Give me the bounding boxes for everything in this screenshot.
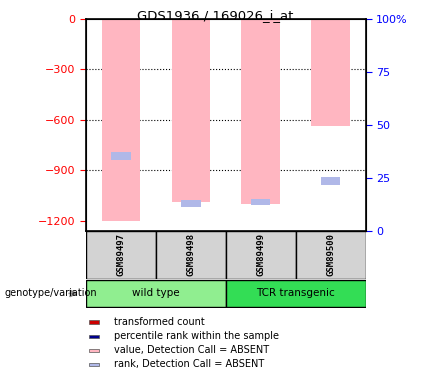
Text: GSM89497: GSM89497: [117, 234, 126, 276]
Bar: [226, 231, 296, 279]
Text: GDS1936 / 169026_i_at: GDS1936 / 169026_i_at: [137, 9, 293, 22]
Text: GSM89500: GSM89500: [326, 234, 335, 276]
Text: value, Detection Call = ABSENT: value, Detection Call = ABSENT: [114, 345, 269, 355]
Bar: [172, 19, 210, 202]
Bar: [321, 177, 341, 185]
Bar: [111, 152, 131, 160]
Bar: [242, 19, 280, 204]
Text: GSM89498: GSM89498: [186, 234, 195, 276]
Bar: [181, 200, 201, 207]
Text: wild type: wild type: [132, 288, 180, 298]
Bar: [311, 19, 350, 126]
Text: percentile rank within the sample: percentile rank within the sample: [114, 331, 279, 341]
Text: GSM89499: GSM89499: [256, 234, 265, 276]
Text: transformed count: transformed count: [114, 317, 205, 327]
Text: rank, Detection Call = ABSENT: rank, Detection Call = ABSENT: [114, 359, 264, 369]
Bar: [89, 349, 99, 352]
Bar: [296, 231, 366, 279]
Text: genotype/variation: genotype/variation: [4, 288, 97, 298]
Bar: [86, 231, 156, 279]
Bar: [89, 334, 99, 338]
Bar: [89, 363, 99, 366]
Bar: [156, 231, 226, 279]
Bar: [102, 19, 140, 220]
Bar: [226, 280, 366, 307]
Bar: [251, 199, 270, 206]
Bar: [89, 321, 99, 324]
Bar: [86, 280, 226, 307]
Text: TCR transgenic: TCR transgenic: [256, 288, 335, 298]
